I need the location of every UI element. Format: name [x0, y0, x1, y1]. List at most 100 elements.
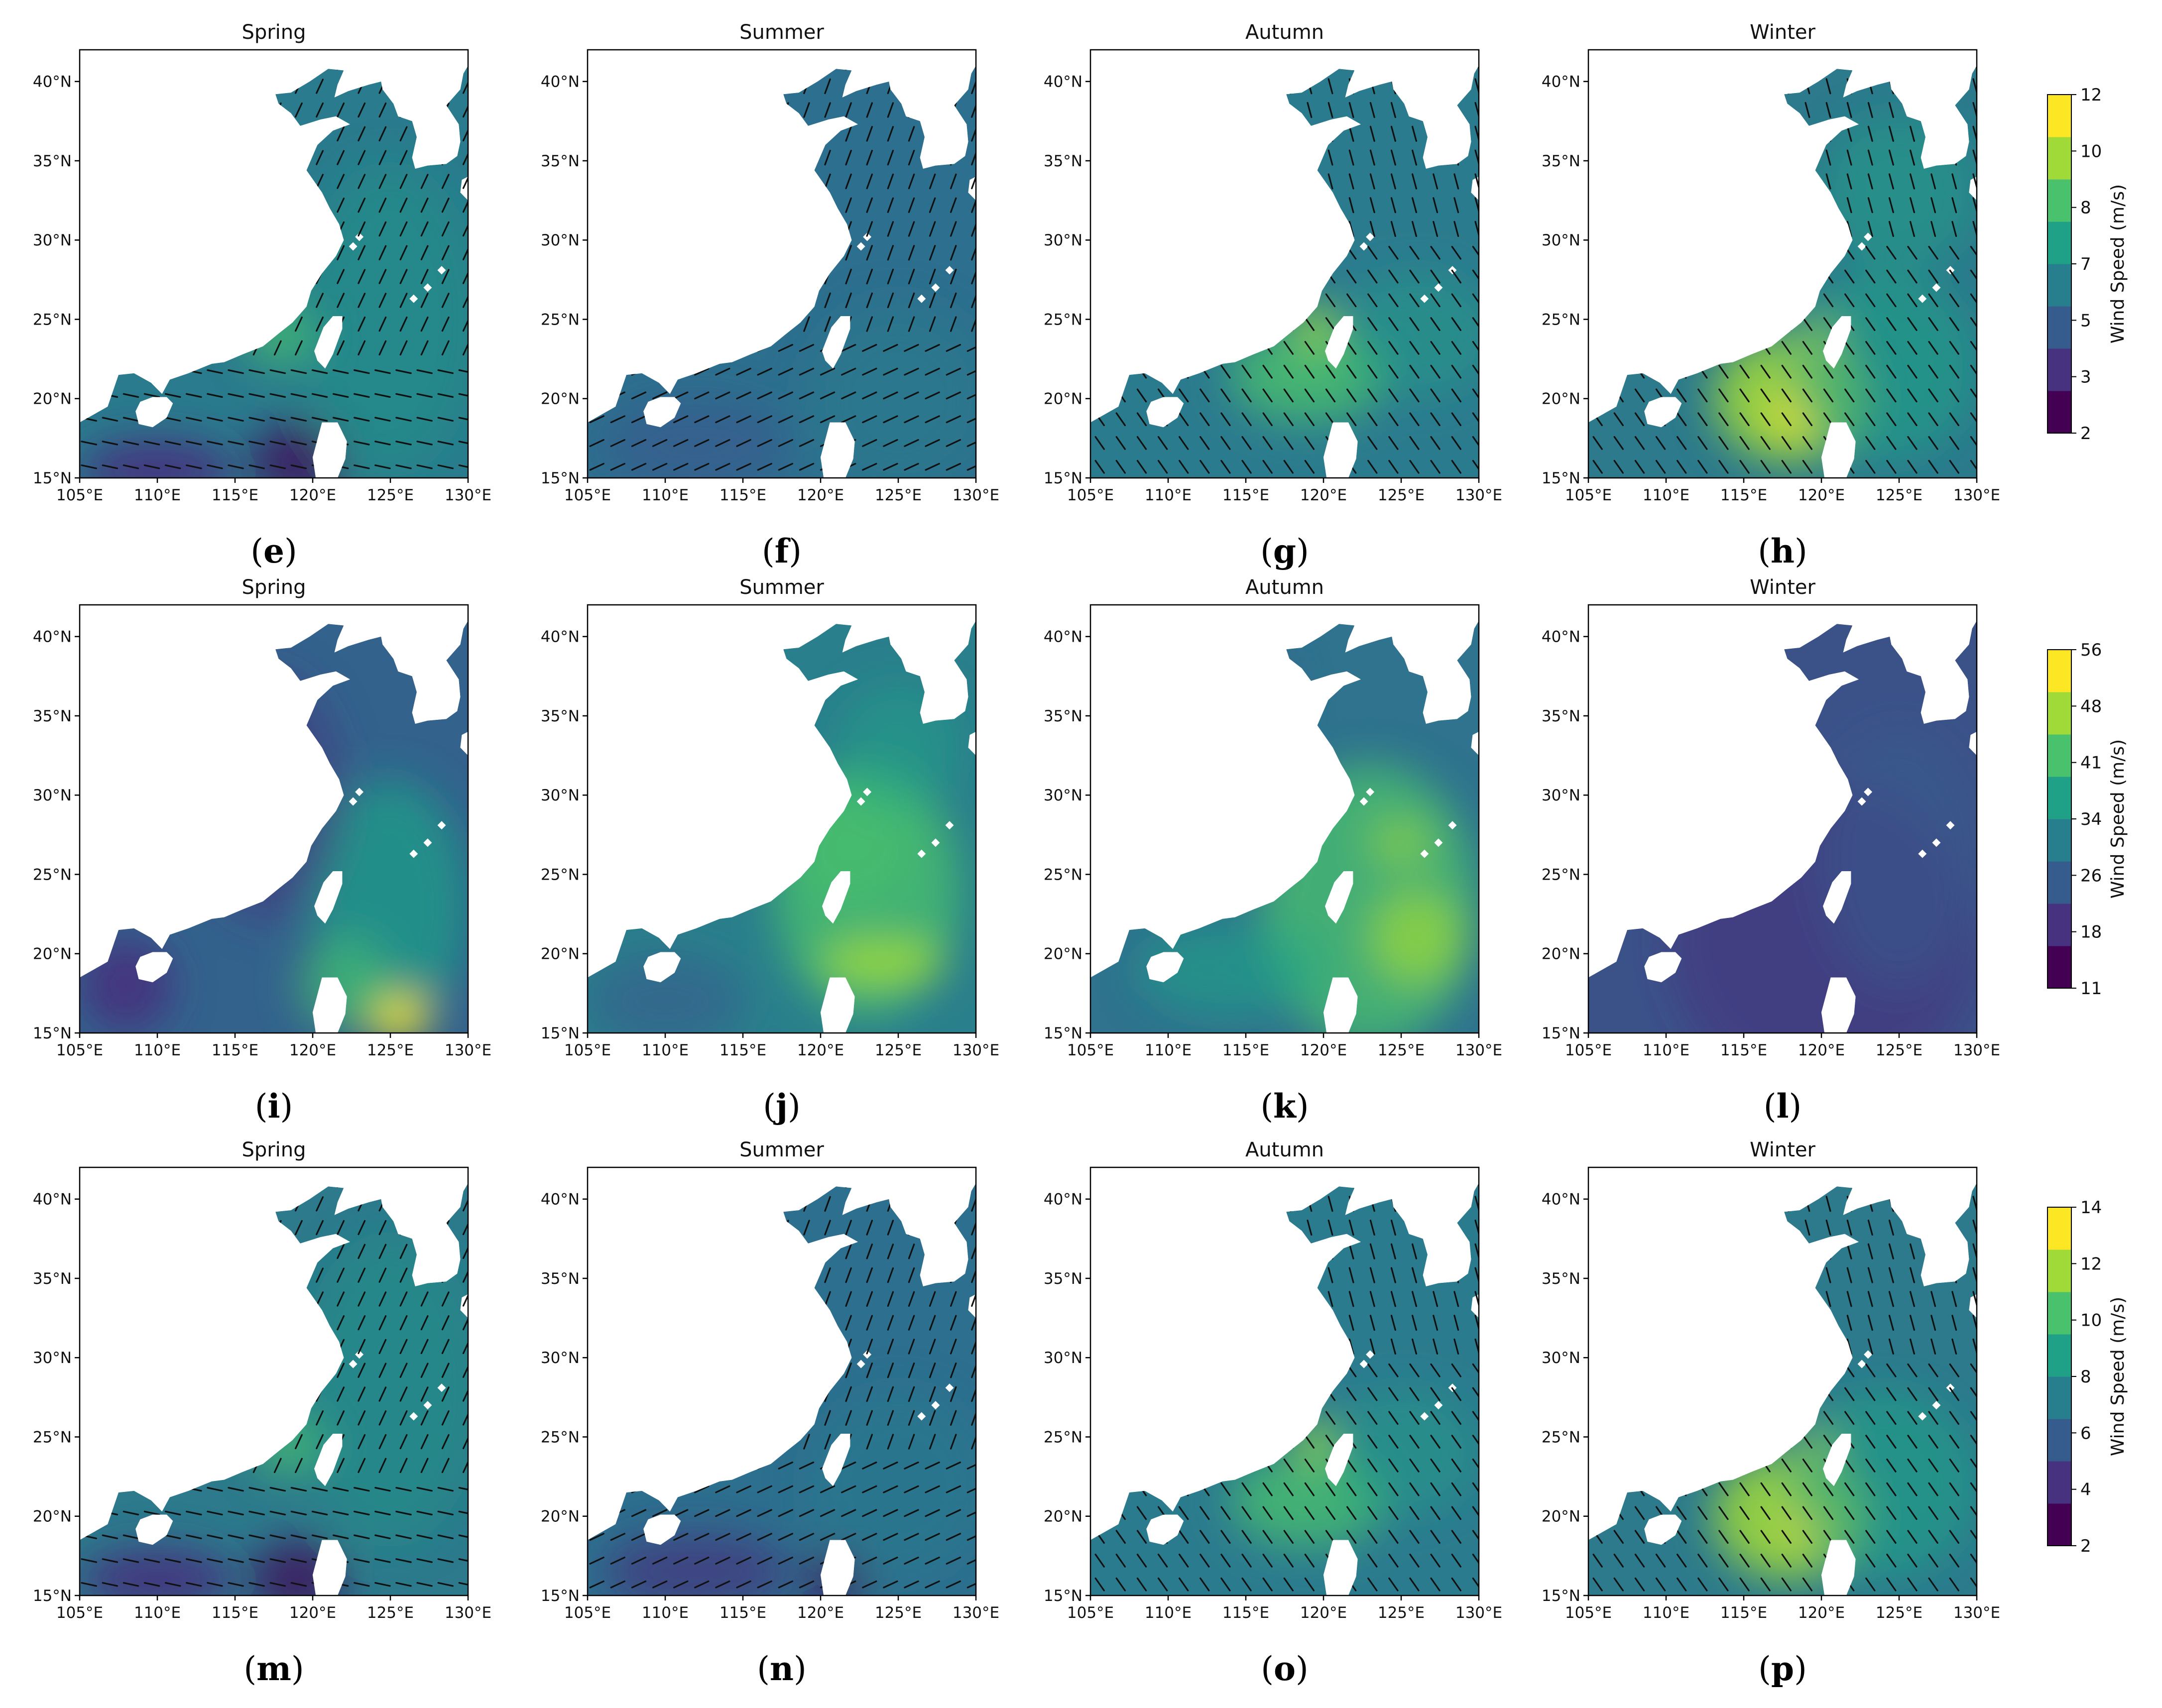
- wind-arrow: [395, 1582, 412, 1587]
- panel-letter: (p): [1758, 1649, 1807, 1688]
- wind-arrow: [1802, 412, 1813, 427]
- wind-arrow: [946, 415, 961, 424]
- y-tick-label: 15°N: [1044, 1025, 1082, 1042]
- wind-arrow: [1655, 1577, 1666, 1592]
- wind-arrow: [458, 1534, 468, 1538]
- land-mask: [314, 871, 343, 924]
- colorbar-tick-label: 56: [2080, 640, 2102, 660]
- wind-arrow: [824, 1267, 831, 1283]
- wind-arrow: [1718, 364, 1729, 379]
- map-panel-p: Winter 105°E 110°E 115°E 120°E 125°E 130°E15°…: [1542, 1139, 2000, 1688]
- panel-letter: (i): [255, 1087, 293, 1126]
- wind-arrow: [1697, 1506, 1708, 1520]
- wind-arrow: [1886, 1506, 1897, 1520]
- x-tick-label: 115°E: [1720, 486, 1767, 504]
- wind-arrow: [1865, 1411, 1876, 1425]
- land-mask: [1588, 605, 1977, 1033]
- wind-arrow: [1451, 1482, 1462, 1496]
- wind-arrow: [1451, 459, 1462, 474]
- wind-arrow: [1115, 1553, 1126, 1568]
- map-panel-k: Autumn 105°E 110°E 115°E 120°E 125°E 130°E15°…: [1044, 576, 1502, 1126]
- wind-arrow: [736, 415, 751, 424]
- wind-arrow: [1888, 102, 1894, 118]
- wind-arrow: [1760, 1482, 1771, 1496]
- wind-arrow: [1369, 1243, 1375, 1259]
- wind-arrow: [1613, 1577, 1624, 1592]
- wind-arrow: [715, 1485, 730, 1493]
- wind-arrow: [437, 1582, 454, 1587]
- wind-arrow: [358, 1339, 366, 1355]
- wind-arrow: [458, 1558, 468, 1562]
- wind-arrow: [102, 441, 119, 446]
- wind-arrow: [1886, 1458, 1897, 1473]
- x-tick-label: 105°E: [564, 486, 611, 504]
- wind-arrow: [841, 391, 856, 400]
- wind-arrow: [1846, 149, 1852, 166]
- wind-arrow: [946, 462, 961, 471]
- x-tick-label: 105°E: [56, 1604, 103, 1622]
- wind-arrow: [1928, 245, 1938, 260]
- wind-arrow: [316, 174, 324, 189]
- wind-arrow: [1888, 125, 1894, 142]
- wind-arrow: [757, 462, 772, 471]
- wind-arrow: [1241, 436, 1252, 450]
- x-tick-label: 110°E: [642, 486, 689, 504]
- wind-arrow: [290, 369, 307, 374]
- wind-arrow: [420, 1434, 429, 1450]
- map-axes: 105°E 110°E 115°E 120°E 125°E 130°E15°N20°N25…: [1044, 604, 1502, 1059]
- colorbar-swatch: [2047, 1250, 2071, 1292]
- wind-arrow: [437, 1510, 454, 1516]
- wind-arrow: [353, 1582, 370, 1587]
- wind-arrow: [820, 1485, 836, 1493]
- wind-arrow: [1825, 1219, 1831, 1236]
- wind-arrow: [458, 1486, 468, 1490]
- wind-arrow: [950, 1410, 957, 1426]
- wind-arrow: [358, 1386, 366, 1402]
- wind-arrow: [841, 367, 856, 376]
- wind-arrow: [1409, 341, 1420, 355]
- wind-arrow: [207, 1582, 223, 1587]
- wind-arrow: [1739, 412, 1750, 427]
- wind-arrow: [908, 1434, 915, 1450]
- wind-arrow: [462, 1388, 468, 1402]
- wind-arrow: [1781, 1482, 1792, 1496]
- wind-arrow: [1928, 364, 1938, 379]
- land-mask: [80, 50, 468, 478]
- wind-arrow: [866, 268, 873, 285]
- wind-arrow: [1949, 293, 1960, 308]
- y-tick-label: 20°N: [1542, 390, 1580, 408]
- wind-arrow: [1304, 1435, 1315, 1449]
- wind-arrow: [1823, 388, 1834, 403]
- wind-arrow: [736, 1509, 751, 1517]
- wind-arrow: [1262, 1482, 1273, 1496]
- wind-arrow: [820, 1509, 836, 1517]
- wind-arrow: [378, 269, 387, 284]
- wind-arrow: [1928, 459, 1938, 474]
- wind-arrow: [1409, 293, 1420, 308]
- wind-arrow: [1865, 341, 1876, 355]
- axes-frame: [1587, 604, 1978, 1034]
- colorbar-swatch: [2047, 819, 2071, 862]
- wind-arrow: [1348, 1291, 1354, 1307]
- wind-arrow: [1949, 459, 1960, 474]
- wind-arrow: [1825, 1267, 1831, 1283]
- wind-arrow: [441, 245, 450, 260]
- wind-arrow: [269, 1558, 286, 1563]
- wind-arrow: [824, 316, 831, 332]
- land-mask: [355, 232, 364, 241]
- wind-arrow: [866, 149, 873, 166]
- wind-arrow: [1825, 173, 1831, 190]
- wind-arrow: [1907, 1435, 1918, 1449]
- wind-arrow: [1867, 173, 1873, 190]
- wind-arrow: [757, 1485, 772, 1493]
- wind-arrow: [164, 1582, 181, 1587]
- x-tick-label: 125°E: [1876, 486, 1922, 504]
- colorbar-tick-label: 11: [2080, 979, 2102, 999]
- wind-arrow: [1179, 1506, 1189, 1520]
- wind-arrow: [399, 1386, 408, 1402]
- wind-arrow: [1718, 436, 1729, 450]
- wind-arrow: [102, 417, 119, 422]
- wind-arrow: [332, 1510, 349, 1516]
- wind-arrow: [1865, 317, 1876, 331]
- wind-arrow: [358, 126, 366, 141]
